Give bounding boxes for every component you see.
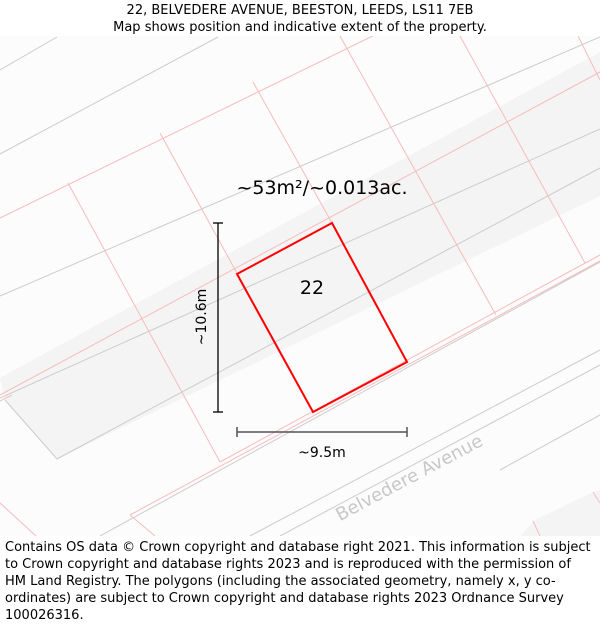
width-dimension-line	[236, 427, 408, 437]
property-map[interactable]: ~53m²/~0.013ac. 22 ~10.6m ~9.5m Belveder…	[0, 36, 600, 536]
plot-number-label: 22	[300, 277, 324, 299]
property-boundary[interactable]	[235, 221, 409, 414]
property-address: 22, BELVEDERE AVENUE, BEESTON, LEEDS, LS…	[126, 3, 474, 18]
map-subtitle: Map shows position and indicative extent…	[113, 20, 487, 35]
building-block-upper	[120, 36, 600, 300]
building-block-lower	[520, 490, 600, 536]
map-header: 22, BELVEDERE AVENUE, BEESTON, LEEDS, LS…	[0, 0, 600, 36]
area-label: ~53m²/~0.013ac.	[236, 177, 407, 199]
parcel-boundaries	[0, 36, 600, 536]
height-dimension-line	[213, 222, 223, 413]
height-dimension-label: ~10.6m	[194, 289, 210, 346]
building-block	[0, 52, 600, 459]
width-dimension-label: ~9.5m	[298, 445, 346, 461]
attribution-text: Contains OS data © Crown copyright and d…	[5, 540, 591, 623]
road-edges	[0, 36, 600, 536]
